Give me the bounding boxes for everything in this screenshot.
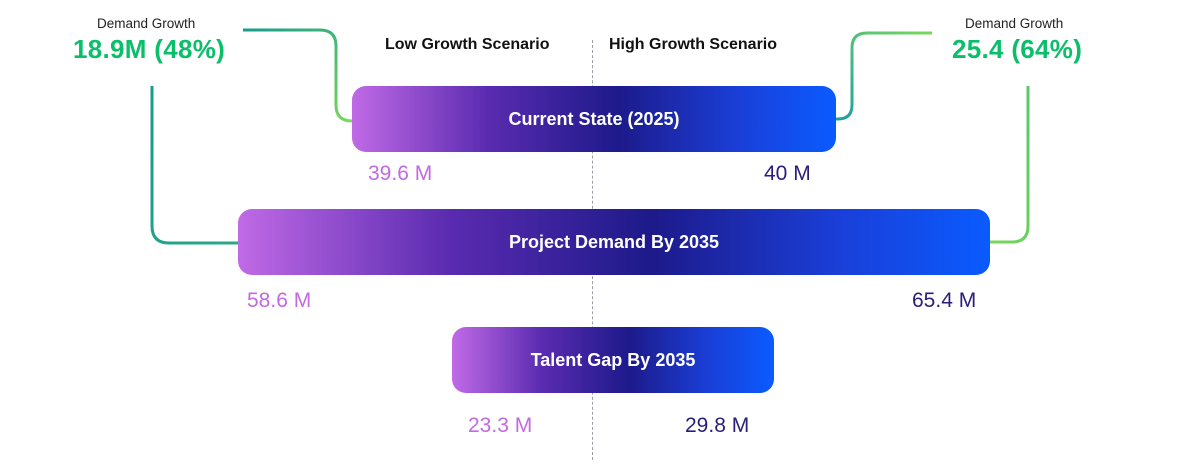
talent-gap-bar: Talent Gap By 2035 [452,327,774,393]
demand-growth-label-high: Demand Growth [965,16,1064,31]
demand-growth-label-low: Demand Growth [97,16,196,31]
high-scenario-heading: High Growth Scenario [609,36,778,53]
connector-left-bottom [150,86,238,245]
demand-growth-value-low: 18.9M (48%) [73,34,226,64]
demand-growth-value-high: 25.4 (64%) [952,34,1083,64]
project-demand-high-value: 65.4 M [912,289,977,312]
low-scenario-heading: Low Growth Scenario [385,36,550,53]
current-state-high-value: 40 M [764,162,811,185]
connector-right-bottom [990,86,1030,244]
connector-left-top [243,28,353,123]
current-state-label: Current State (2025) [508,108,680,129]
project-demand-low-value: 58.6 M [247,289,312,312]
current-state-low-value: 39.6 M [368,162,433,185]
current-state-bar: Current State (2025) [352,86,836,152]
talent-gap-high-value: 29.8 M [685,414,750,437]
project-demand-label: Project Demand By 2035 [508,231,720,252]
talent-gap-label: Talent Gap By 2035 [530,349,696,370]
talent-gap-low-value: 23.3 M [468,414,533,437]
connector-right-top [836,31,932,121]
project-demand-bar: Project Demand By 2035 [238,209,990,275]
